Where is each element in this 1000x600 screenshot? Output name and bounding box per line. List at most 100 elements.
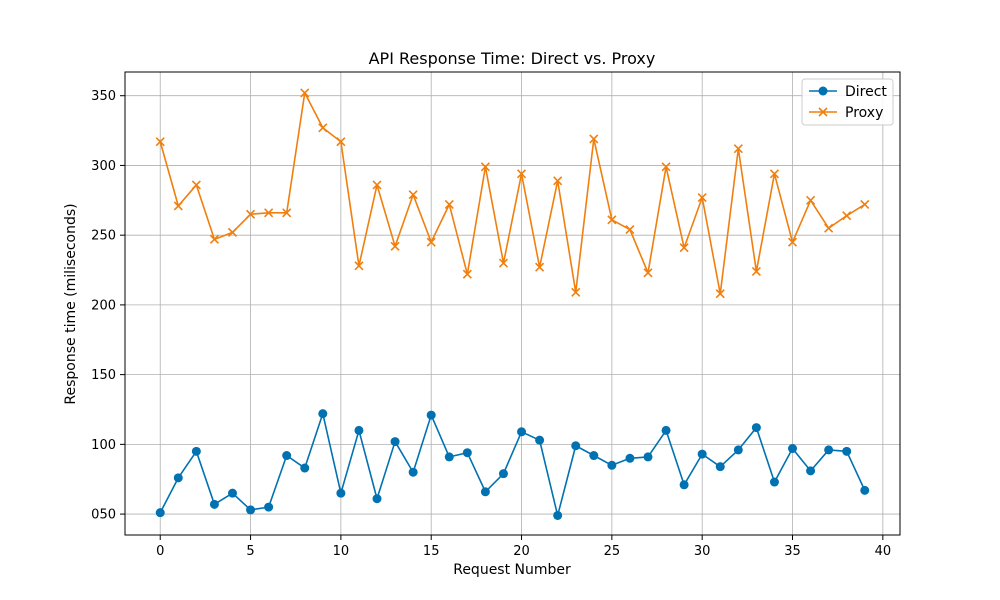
data-point-proxy xyxy=(408,190,418,200)
data-point-proxy xyxy=(282,208,292,218)
data-point-proxy xyxy=(173,201,183,211)
data-point-proxy xyxy=(498,258,509,268)
x-tick-label: 40 xyxy=(875,544,892,559)
data-point-direct xyxy=(227,488,237,498)
data-point-proxy xyxy=(824,223,834,233)
data-point-proxy xyxy=(697,192,707,203)
data-point-proxy xyxy=(480,162,490,172)
data-point-proxy xyxy=(733,144,743,154)
plot-frame xyxy=(124,71,901,536)
data-point-proxy xyxy=(715,289,725,299)
y-axis-label: Response time (miliseconds) xyxy=(63,203,79,404)
series-proxy xyxy=(155,88,870,299)
data-point-direct xyxy=(426,410,436,420)
data-point-direct xyxy=(209,499,219,509)
data-point-proxy xyxy=(227,227,238,237)
y-tick-label: 350 xyxy=(91,89,116,104)
data-point-proxy xyxy=(516,169,527,179)
x-tick-label: 15 xyxy=(423,544,440,559)
x-tick-label: 30 xyxy=(694,544,711,559)
data-point-direct xyxy=(318,409,328,419)
data-point-direct xyxy=(408,467,418,477)
data-point-direct xyxy=(480,487,490,497)
data-point-direct xyxy=(354,425,364,435)
axis-ticks: 0 5 10 15 20 25 30 35 40 050 100 150 200 250 300 350 xyxy=(91,89,891,559)
data-point-proxy xyxy=(336,137,346,147)
data-point-proxy xyxy=(842,211,852,221)
series-direct xyxy=(155,409,870,520)
data-point-direct xyxy=(751,423,761,433)
data-point-direct xyxy=(264,502,274,512)
x-axis-label: Request Number xyxy=(453,562,571,578)
data-point-proxy xyxy=(372,180,382,190)
data-point-proxy xyxy=(318,123,328,133)
x-tick-label: 5 xyxy=(246,544,254,559)
data-point-direct xyxy=(498,469,508,479)
data-point-proxy xyxy=(787,237,798,247)
data-point-direct xyxy=(625,453,635,463)
data-point-proxy xyxy=(589,134,599,144)
data-point-direct xyxy=(571,441,581,451)
data-point-proxy xyxy=(751,266,761,276)
data-point-direct xyxy=(788,444,798,454)
data-point-direct xyxy=(679,480,689,490)
data-point-proxy xyxy=(860,199,870,210)
data-point-proxy xyxy=(679,243,689,253)
y-tick-label: 050 xyxy=(91,508,116,523)
series-line-direct xyxy=(159,412,866,517)
data-point-direct xyxy=(697,449,707,459)
data-point-direct xyxy=(824,445,834,455)
data-point-direct xyxy=(390,437,400,447)
data-point-direct xyxy=(806,466,816,476)
legend-label-direct: Direct xyxy=(845,84,887,100)
y-tick-label: 100 xyxy=(91,438,116,453)
legend: Direct Proxy xyxy=(801,78,894,126)
data-point-proxy xyxy=(264,208,274,218)
x-tick-label: 0 xyxy=(156,544,164,559)
data-point-direct xyxy=(444,452,454,462)
data-point-proxy xyxy=(607,215,617,225)
data-point-proxy xyxy=(155,137,165,147)
legend-marker-direct xyxy=(818,86,828,96)
data-point-proxy xyxy=(571,287,581,297)
data-point-direct xyxy=(589,451,599,461)
data-point-proxy xyxy=(769,169,780,179)
data-point-proxy xyxy=(462,269,472,279)
grid xyxy=(125,72,900,535)
data-point-direct xyxy=(155,508,165,518)
x-tick-label: 20 xyxy=(513,544,530,559)
data-point-direct xyxy=(661,425,671,435)
data-point-direct xyxy=(517,427,527,437)
data-point-proxy xyxy=(426,237,436,247)
x-tick-label: 10 xyxy=(333,544,350,559)
y-tick-label: 250 xyxy=(91,229,116,244)
data-point-direct xyxy=(553,510,563,520)
data-point-proxy xyxy=(625,225,635,235)
data-point-proxy xyxy=(245,209,256,219)
y-tick-label: 150 xyxy=(91,368,116,383)
data-point-direct xyxy=(173,473,183,483)
data-point-proxy xyxy=(535,262,545,272)
y-tick-label: 300 xyxy=(91,159,116,174)
data-point-direct xyxy=(282,451,292,461)
data-point-proxy xyxy=(300,88,310,98)
chart-title: API Response Time: Direct vs. Proxy xyxy=(369,49,656,68)
x-tick-label: 35 xyxy=(784,544,801,559)
data-point-proxy xyxy=(354,261,364,271)
data-point-direct xyxy=(607,460,617,470)
data-point-direct xyxy=(715,462,725,472)
data-point-proxy xyxy=(661,162,671,172)
legend-label-proxy: Proxy xyxy=(845,105,883,121)
series-line-proxy xyxy=(159,92,866,295)
data-point-direct xyxy=(842,446,852,456)
x-tick-label: 25 xyxy=(604,544,621,559)
legend-marker-proxy xyxy=(818,107,828,117)
data-point-proxy xyxy=(553,176,563,186)
data-point-direct xyxy=(860,485,870,495)
data-point-direct xyxy=(769,477,779,487)
data-point-direct xyxy=(643,452,653,462)
series-group xyxy=(155,88,870,520)
data-point-proxy xyxy=(191,180,201,190)
y-tick-label: 200 xyxy=(91,298,116,313)
